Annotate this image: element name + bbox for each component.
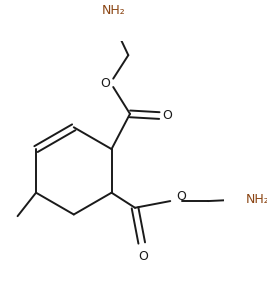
Text: O: O — [100, 77, 110, 90]
Text: O: O — [139, 250, 148, 263]
Text: NH₂: NH₂ — [101, 4, 125, 17]
Text: O: O — [162, 109, 172, 122]
Text: NH₂: NH₂ — [246, 193, 267, 206]
Text: O: O — [176, 190, 186, 203]
